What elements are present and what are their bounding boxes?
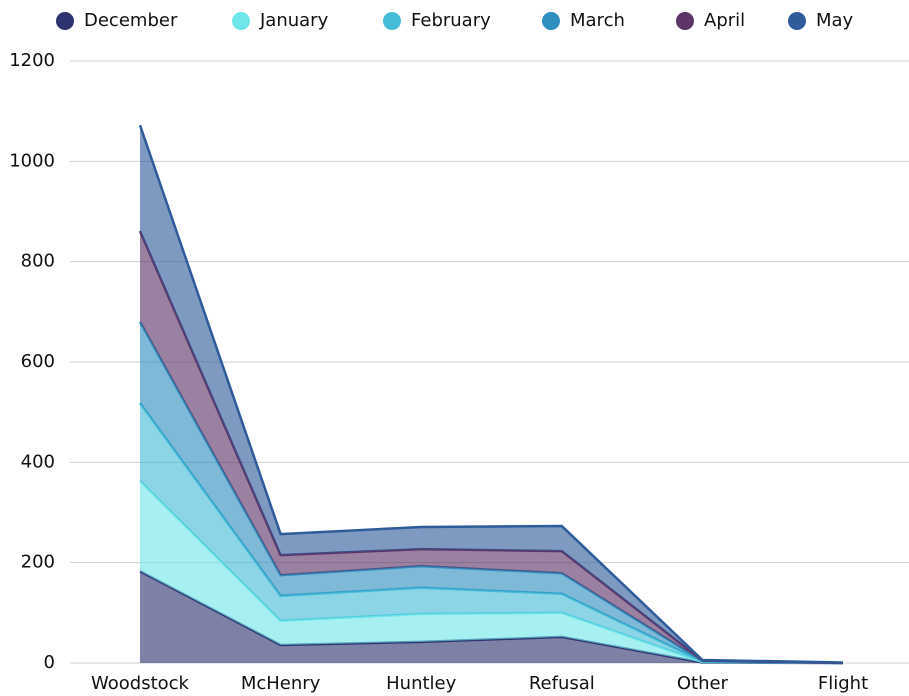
x-tick-label: Refusal — [529, 673, 595, 694]
area-line — [138, 124, 844, 664]
area — [140, 571, 843, 663]
legend-label: February — [411, 10, 491, 31]
legend-label: January — [259, 10, 329, 31]
y-tick-label: 0 — [44, 652, 55, 673]
legend-label: April — [704, 10, 745, 31]
x-tick-label: Huntley — [386, 673, 456, 694]
y-tick-label: 400 — [21, 451, 55, 472]
y-tick-label: 1200 — [9, 50, 55, 71]
y-tick-label: 600 — [21, 351, 55, 372]
area — [140, 480, 843, 663]
area — [140, 321, 843, 663]
x-tick-label: McHenry — [241, 673, 321, 694]
legend-marker — [788, 12, 806, 30]
y-tick-label: 200 — [21, 552, 55, 573]
y-tick-label: 1000 — [9, 150, 55, 171]
y-tick-label: 800 — [21, 251, 55, 272]
legend-label: May — [816, 10, 854, 31]
x-tick-label: Other — [677, 673, 729, 694]
legend-label: March — [570, 10, 625, 31]
area — [140, 403, 843, 663]
x-tick-label: Flight — [818, 673, 868, 694]
legend-marker — [542, 12, 560, 30]
x-tick-label: Woodstock — [91, 673, 190, 694]
legend-marker — [232, 12, 250, 30]
legend-marker — [676, 12, 694, 30]
legend-label: December — [84, 10, 178, 31]
legend-marker — [383, 12, 401, 30]
legend-marker — [56, 12, 74, 30]
area — [140, 231, 843, 663]
